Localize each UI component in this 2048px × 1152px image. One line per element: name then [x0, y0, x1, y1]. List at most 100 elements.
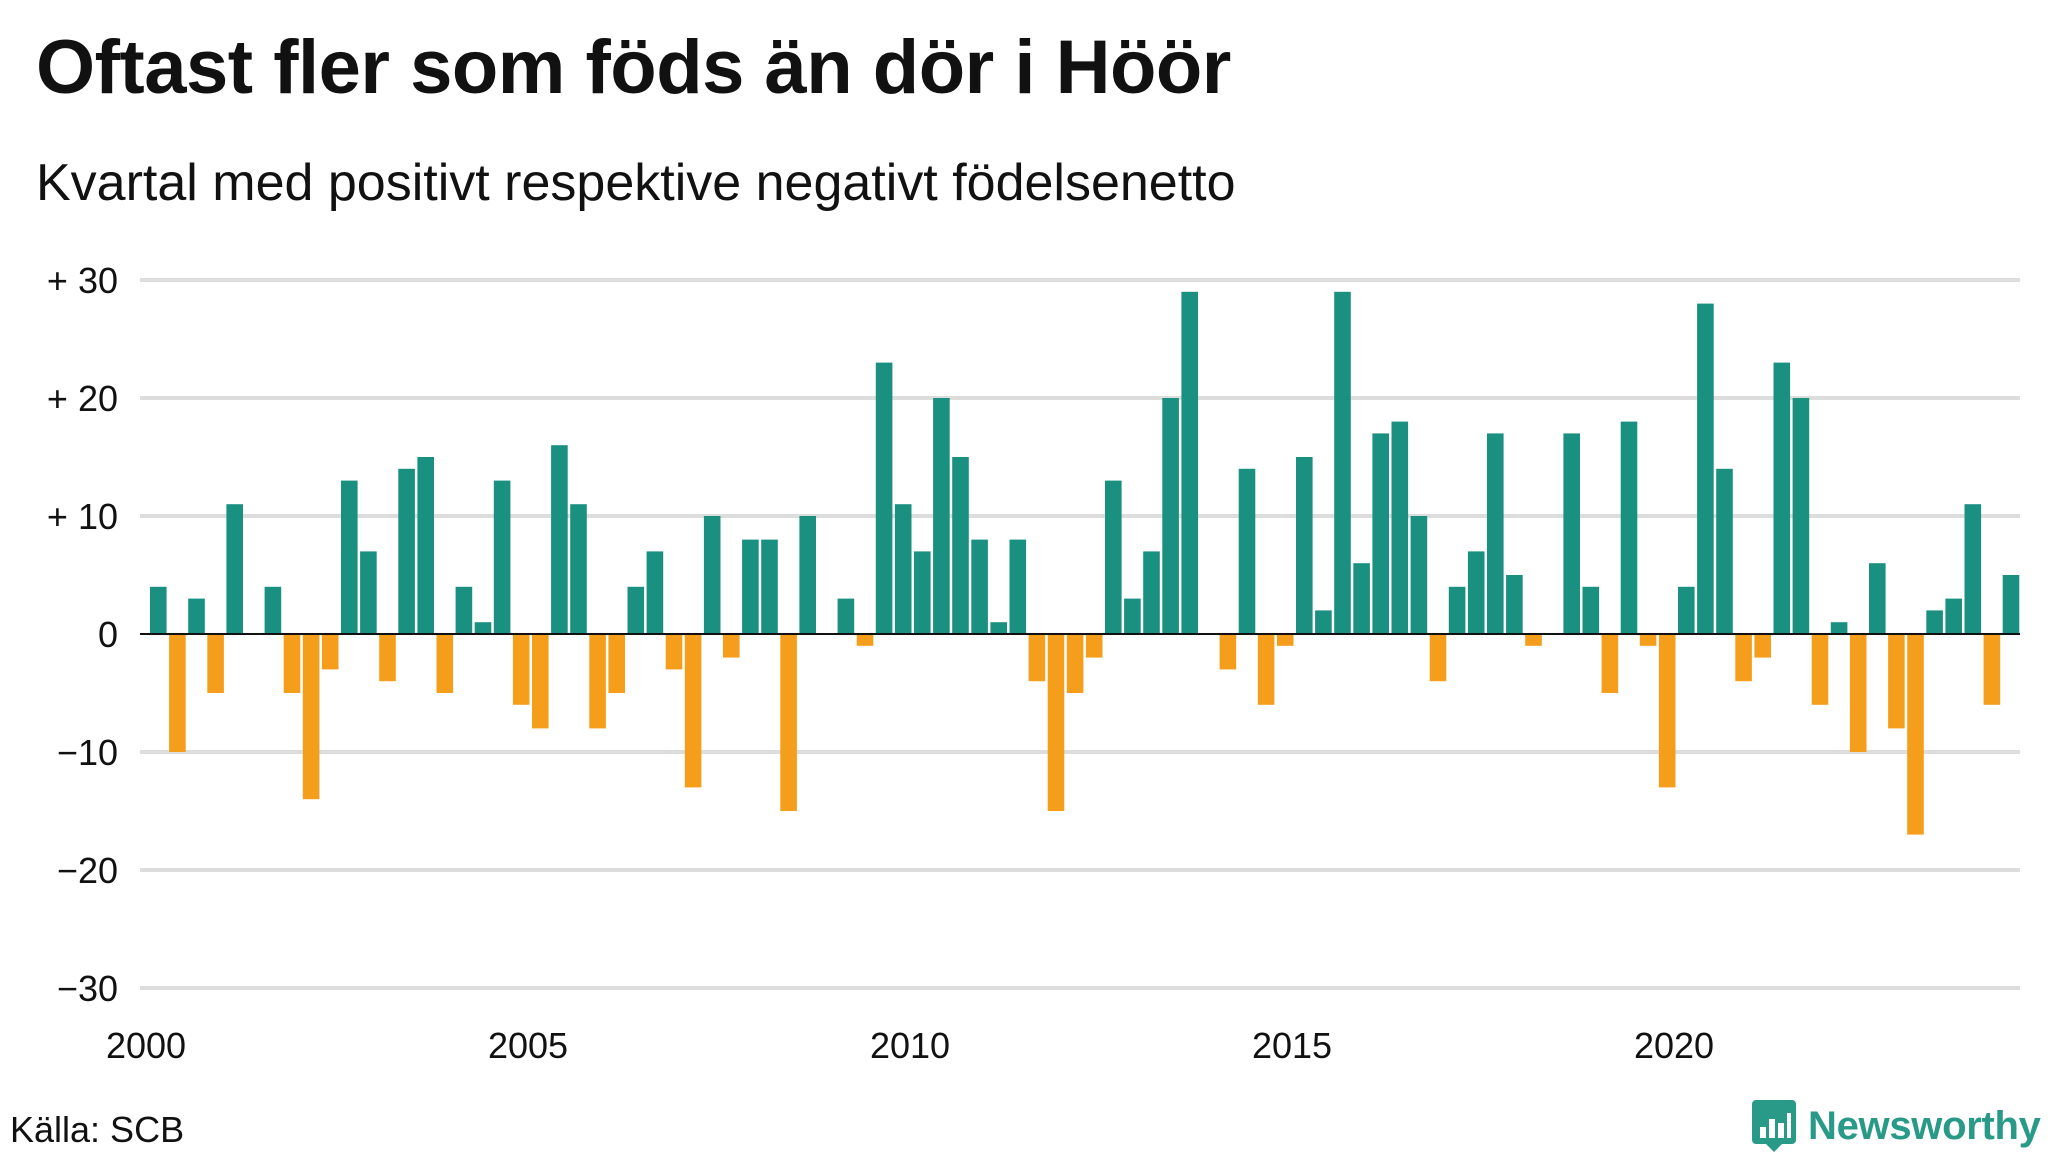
- bar: [1639, 634, 1657, 646]
- x-tick-label: 2010: [870, 1025, 950, 1066]
- bar: [1257, 634, 1275, 705]
- x-tick-label: 2000: [106, 1025, 186, 1066]
- bar: [1945, 598, 1962, 634]
- bar: [703, 516, 721, 634]
- bar: [1907, 634, 1924, 835]
- bar: [1601, 634, 1619, 693]
- bar: [1773, 362, 1791, 634]
- bar: [207, 634, 224, 693]
- bar: [1697, 303, 1714, 634]
- bar: [1276, 634, 1294, 646]
- bar: [512, 634, 530, 705]
- bar: [1658, 634, 1676, 788]
- bar: [589, 634, 606, 729]
- bar: [1448, 586, 1466, 634]
- bar: [570, 504, 587, 634]
- y-tick-label: + 30: [47, 260, 118, 301]
- chart-title: Oftast fler som föds än dör i Höör: [36, 25, 1231, 110]
- x-tick-label: 2005: [488, 1025, 568, 1066]
- bar: [455, 586, 473, 634]
- bar: [1735, 634, 1752, 682]
- bar: [1124, 598, 1141, 634]
- bar: [1162, 398, 1179, 634]
- bar: [1888, 634, 1905, 729]
- bar: [1372, 433, 1389, 634]
- bar: [436, 634, 454, 693]
- bar: [188, 598, 205, 634]
- bar: [1353, 563, 1370, 634]
- bar: [1238, 468, 1256, 634]
- bar: [1926, 610, 1943, 634]
- source-note: Källa: SCB: [10, 1109, 185, 1150]
- bar: [360, 551, 377, 634]
- bar: [226, 504, 243, 634]
- bar: [1467, 551, 1485, 634]
- bar: [302, 634, 320, 800]
- bar: [1105, 480, 1122, 634]
- bar: [837, 598, 855, 634]
- bar: [742, 539, 759, 634]
- x-tick-label: 2015: [1252, 1025, 1332, 1066]
- bar: [493, 480, 511, 634]
- bar: [379, 634, 396, 682]
- bar: [264, 586, 282, 634]
- bar: [341, 480, 358, 634]
- y-tick-label: + 20: [47, 378, 118, 419]
- bar: [1811, 634, 1829, 705]
- bar: [1219, 634, 1237, 670]
- bar: [646, 551, 664, 634]
- bar: [952, 457, 969, 634]
- bar: [283, 634, 301, 693]
- y-axis-ticks: + 30 + 20 + 10 0 −10 −20 −30: [47, 260, 118, 1009]
- bar: [1028, 634, 1046, 682]
- bar: [608, 634, 625, 693]
- newsworthy-icon: [1752, 1100, 1796, 1152]
- bar: [2002, 575, 2020, 634]
- bar: [665, 634, 683, 670]
- bar: [684, 634, 702, 788]
- bar: [1009, 539, 1027, 634]
- bar: [1964, 504, 1982, 634]
- bar: [894, 504, 912, 634]
- bar: [1143, 551, 1160, 634]
- bar: [627, 586, 645, 634]
- bar: [1315, 610, 1332, 634]
- bar: [551, 445, 568, 634]
- y-tick-label: + 10: [47, 496, 118, 537]
- brand-logo: Newsworthy: [1752, 1100, 2041, 1152]
- bar: [474, 622, 492, 634]
- brand-name: Newsworthy: [1808, 1103, 2041, 1148]
- x-axis-ticks: 2000 2005 2010 2015 2020: [106, 1025, 1714, 1066]
- bar: [1181, 291, 1198, 634]
- bar: [971, 539, 988, 634]
- bar: [398, 468, 415, 634]
- bar: [1830, 622, 1848, 634]
- y-tick-label: −10: [57, 732, 118, 773]
- bar: [1869, 563, 1886, 634]
- bar: [1487, 433, 1504, 634]
- bar: [532, 634, 549, 729]
- bar: [1334, 291, 1351, 634]
- bar: [1620, 421, 1638, 634]
- bar: [1582, 586, 1600, 634]
- y-tick-label: −30: [57, 968, 118, 1009]
- chart-subtitle: Kvartal med positivt respektive negativt…: [36, 154, 1236, 212]
- bar: [799, 516, 816, 634]
- bar: [761, 539, 778, 634]
- bar: [1678, 586, 1695, 634]
- bar: [1047, 634, 1065, 811]
- y-tick-label: −20: [57, 850, 118, 891]
- bars: [150, 291, 2020, 835]
- bar: [1983, 634, 2001, 705]
- bar: [1849, 634, 1867, 752]
- bar: [875, 362, 893, 634]
- bar: [990, 622, 1007, 634]
- bar: [1525, 634, 1542, 646]
- bar: [1410, 516, 1428, 634]
- bar: [169, 634, 186, 752]
- bar: [321, 634, 339, 670]
- bar: [1563, 433, 1580, 634]
- x-tick-label: 2020: [1634, 1025, 1714, 1066]
- bar: [1085, 634, 1103, 658]
